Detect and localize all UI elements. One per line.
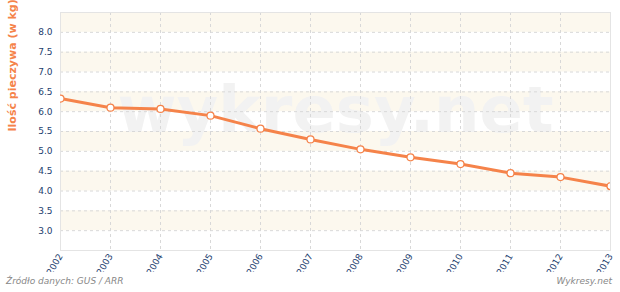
svg-text:wykresy.net: wykresy.net [117, 73, 553, 147]
svg-text:7.0: 7.0 [38, 67, 53, 77]
svg-text:4.0: 4.0 [38, 186, 53, 196]
svg-text:3.0: 3.0 [38, 226, 53, 236]
svg-text:7.5: 7.5 [38, 47, 52, 57]
svg-text:2003: 2003 [95, 252, 115, 272]
svg-text:2012: 2012 [545, 252, 565, 272]
svg-text:8.0: 8.0 [38, 27, 53, 37]
svg-text:2009: 2009 [395, 252, 415, 272]
html-text:Źródło danych: GUS / ARR: Źródło danych: GUS / ARR [6, 276, 124, 286]
svg-text:2006: 2006 [245, 252, 265, 272]
svg-text:2005: 2005 [195, 252, 215, 272]
svg-text:5.0: 5.0 [38, 146, 53, 156]
svg-text:2011: 2011 [495, 252, 515, 272]
svg-text:2013: 2013 [595, 252, 615, 272]
svg-text:2010: 2010 [445, 252, 465, 272]
svg-text:3.5: 3.5 [38, 206, 52, 216]
svg-text:6.0: 6.0 [38, 107, 53, 117]
svg-text:2008: 2008 [345, 252, 365, 272]
svg-text:Ilość pieczywa (w kg): Ilość pieczywa (w kg) [6, 0, 19, 132]
svg-text:2007: 2007 [295, 252, 315, 272]
svg-text:6.5: 6.5 [38, 87, 52, 97]
html-text:Wykresy.net: Wykresy.net [556, 276, 612, 286]
svg-text:4.5: 4.5 [38, 166, 52, 176]
svg-text:5.5: 5.5 [38, 126, 52, 136]
svg-text:2002: 2002 [45, 252, 65, 272]
svg-text:2004: 2004 [145, 252, 165, 272]
